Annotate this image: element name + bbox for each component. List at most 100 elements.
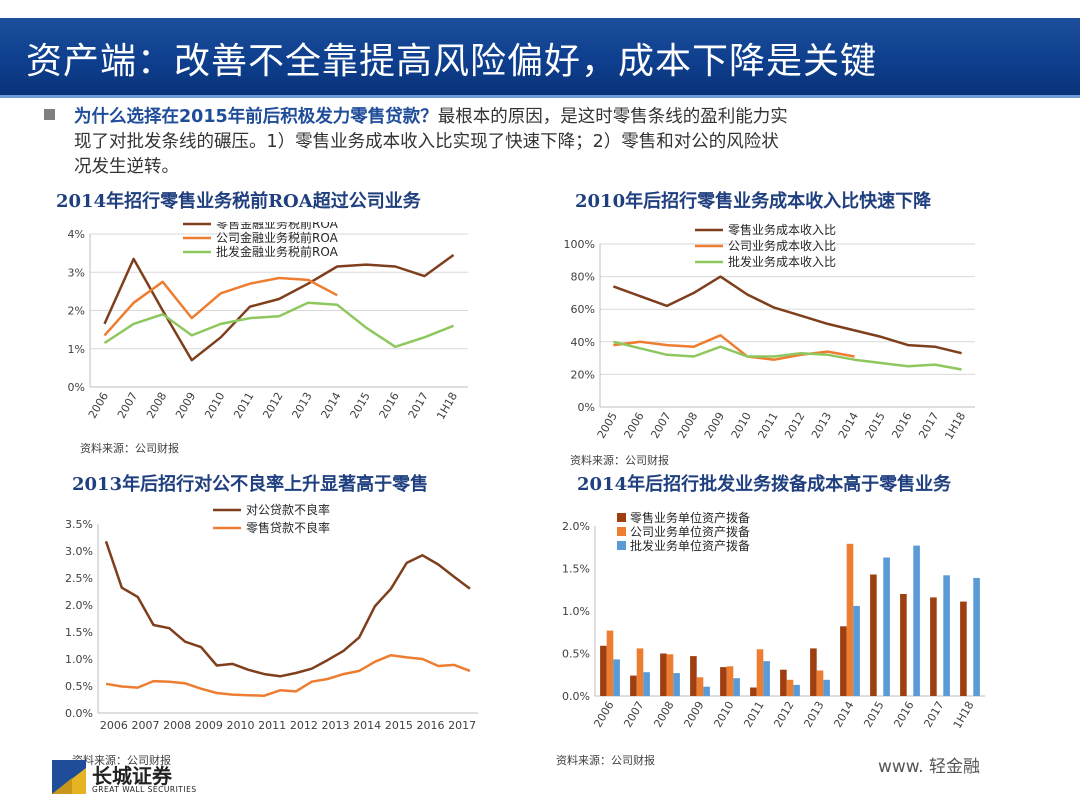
series-line-0 [103,253,455,362]
x-tick-label: 1H18 [951,699,977,731]
x-tick-label: 2009 [702,410,727,441]
bar-0 [870,574,877,696]
x-tick-label: 2016 [377,390,402,421]
x-tick-label: 2015 [385,719,413,732]
bar-1 [606,630,614,696]
chart-title-cir: 2010年后招行零售业务成本收入比快速下降 [575,191,932,212]
y-tick-label: 60% [571,303,595,316]
x-tick-label: 2006 [100,719,128,732]
x-tick-label: 2017 [448,719,476,732]
source-roa: 资料来源：公司财报 [80,442,179,455]
bar-1 [636,648,644,696]
legend-label-1: 公司业务成本收入比 [728,238,836,253]
y-tick-label: 0.5% [65,680,93,693]
x-tick-label: 2017 [916,410,941,441]
x-tick-label: 2014 [353,719,381,732]
x-tick-label: 2010 [227,719,255,732]
x-tick-label: 2008 [651,699,676,730]
x-tick-label: 2017 [921,699,946,730]
x-tick-label: 2013 [322,719,350,732]
x-tick-label: 1H18 [942,410,968,442]
y-tick-label: 3.5% [65,518,93,531]
bar-2 [883,557,890,696]
bar-1 [816,670,824,696]
y-tick-label: 2.0% [65,599,93,612]
y-tick-label: 3.0% [65,545,93,558]
y-tick-label: 3% [68,266,85,279]
chart-title-npl: 2013年后招行对公不良率上升显著高于零售 [72,474,429,495]
source-cir: 资料来源：公司财报 [570,454,669,467]
cost-income-chart: 0%20%40%60%80%100%2005 2006 2007 2008 2009 20… [564,222,975,442]
bar-1 [666,654,674,696]
legend-swatch-0 [617,513,626,522]
legend-label-0: 对公贷款不良率 [246,502,330,517]
bar-2 [673,673,680,696]
npl-chart: 0.0% 0.5% 1.0% 1.5% 2.0% 2.5% 3.0% 3.5% 2006 2007… [65,502,478,732]
source-prov: 资料来源：公司财报 [556,754,655,767]
x-tick-label: 2017 [406,390,431,421]
bullet-line-1: 最根本的原因，是这时零售条线的盈利能力实 [437,107,788,127]
bar-1 [726,666,734,697]
x-tick-label: 2012 [290,719,318,732]
y-tick-label: 0.5% [562,648,590,661]
bar-0 [630,675,637,696]
bar-0 [900,594,907,696]
legend-swatch-1 [617,527,626,536]
bar-2 [973,577,980,696]
x-tick-label: 2014 [318,390,343,421]
y-tick-label: 1.5% [65,626,93,639]
y-tick-label: 1.5% [562,563,590,576]
y-tick-label: 2% [68,305,85,318]
page-title: 资产端：改善不全靠提高风险偏好，成本下降是关键 [26,41,878,82]
bullet-line-3: 况发生逆转。 [74,157,179,177]
bar-2 [733,678,740,696]
x-tick-label: 2010 [711,699,736,730]
legend-label-0: 零售业务成本收入比 [728,222,836,237]
bar-2 [793,684,800,696]
series-line-1 [105,653,471,697]
y-tick-label: 2.5% [65,572,93,585]
bullet-square-icon [44,109,55,120]
bar-2 [823,679,830,696]
bar-0 [930,597,937,696]
x-tick-label: 2007 [621,699,646,730]
x-tick-label: 2013 [809,410,834,441]
great-wall-logo-icon [52,760,86,794]
x-tick-label: 2006 [591,699,616,730]
bullet-question: 为什么选择在2015年前后积极发力零售贷款？ [74,107,438,127]
y-tick-label: 80% [571,271,595,284]
x-tick-label: 2009 [173,390,198,421]
x-tick-label: 2014 [836,410,861,441]
y-tick-label: 20% [571,368,595,381]
y-tick-label: 1.0% [562,605,590,618]
y-tick-label: 0.0% [65,707,93,720]
bullet-line-2: 现了对批发条线的碾压。1）零售业务成本收入比实现了快速下降；2）零售和对公的风险… [74,132,779,152]
legend-label-0: 零售金融业务税前ROA [216,222,339,231]
series-line-1 [613,334,855,361]
bar-0 [720,667,727,696]
x-tick-label: 2010 [729,410,754,441]
bar-1 [786,679,794,696]
x-tick-label: 2007 [115,390,140,421]
chart-title-prov: 2014年后招行批发业务拨备成本高于零售业务 [577,474,952,495]
bullet-text: 为什么选择在2015年前后积极发力零售贷款？最根本的原因，是这时零售条线的盈利能… [74,105,984,180]
series-line-2 [103,301,454,349]
x-tick-label: 2007 [648,410,673,441]
x-tick-label: 2007 [132,719,160,732]
y-tick-label: 1% [68,343,85,356]
legend-label-2: 批发业务单位资产拨备 [630,538,750,553]
bar-2 [913,545,920,696]
x-tick-label: 2015 [863,410,888,441]
y-tick-label: 4% [68,228,85,241]
x-tick-label: 2012 [771,699,796,730]
x-tick-label: 2016 [417,719,445,732]
chart-title-roa: 2014年招行零售业务税前ROA超过公司业务 [56,191,421,212]
bar-2 [763,661,770,696]
provision-chart: 0.0% 0.5% 1.0% 1.5% 2.0% 2006 2007 2008 2009 2010… [562,510,985,731]
y-tick-label: 0% [578,401,595,414]
bar-1 [696,677,704,696]
bar-0 [960,601,967,696]
x-tick-label: 2010 [202,390,227,421]
bar-1 [756,649,764,697]
bar-2 [853,605,860,696]
